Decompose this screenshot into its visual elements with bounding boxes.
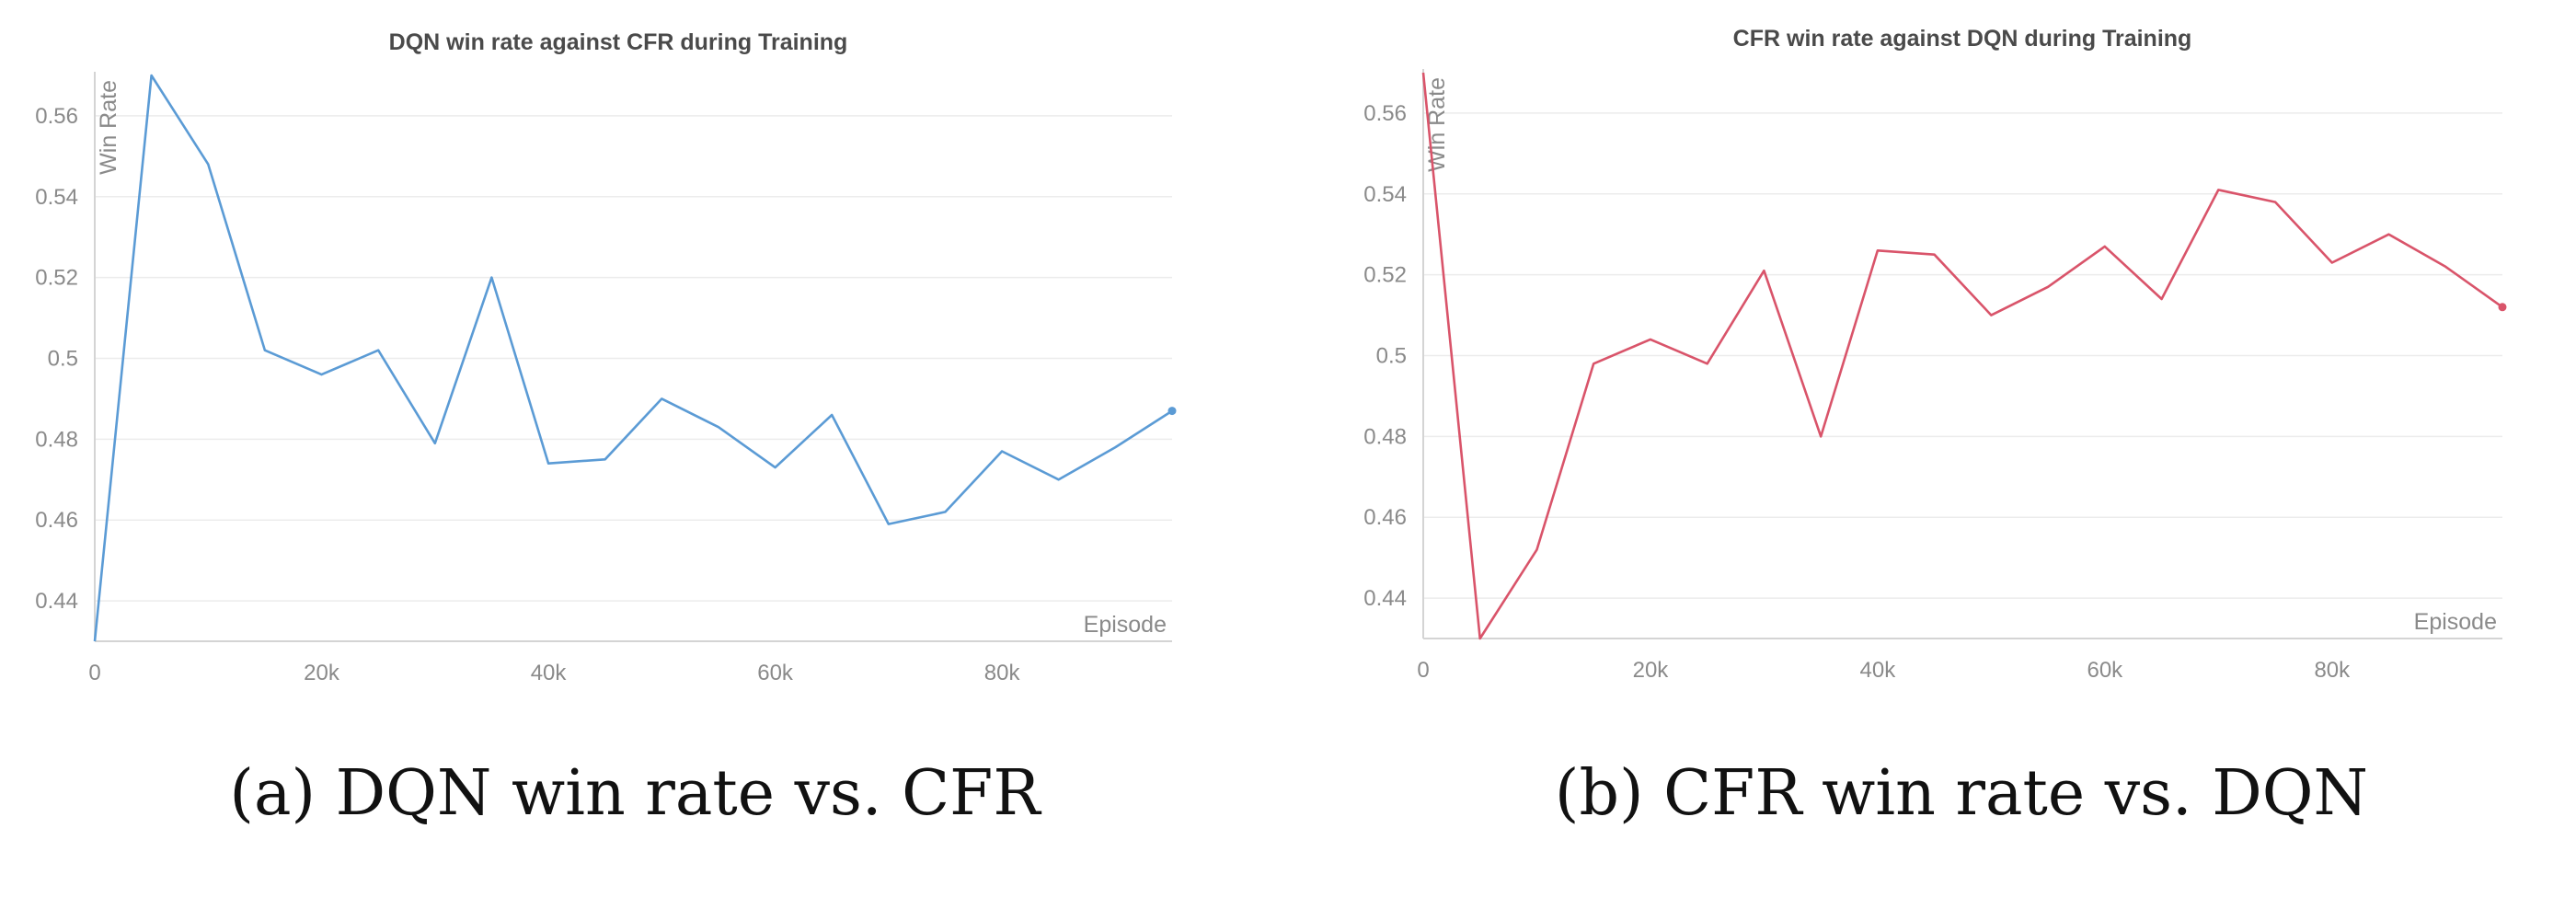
x-tick-label: 60k (757, 661, 794, 685)
y-tick-label: 0.46 (1363, 505, 1407, 530)
y-tick-label: 0.52 (1363, 263, 1407, 288)
series-line (1421, 72, 2503, 640)
x-tick-label: 40k (1860, 658, 1897, 683)
series-end-point (2498, 303, 2507, 312)
x-tick-label: 0 (88, 661, 100, 685)
x-tick-label: 0 (1417, 658, 1429, 683)
chart-title: CFR win rate against DQN during Training (1733, 26, 2192, 52)
y-tick-label: 0.44 (1363, 586, 1407, 611)
x-tick-label: 20k (1633, 658, 1670, 683)
chart-title: DQN win rate against CFR during Training (389, 29, 848, 55)
y-tick-label: 0.46 (35, 508, 78, 533)
x-axis-label: Episode (2414, 609, 2497, 635)
series-line (93, 74, 1173, 642)
panel-caption: (a) DQN win rate vs. CFR (229, 757, 1041, 830)
x-tick-label: 80k (2314, 658, 2351, 683)
y-tick-label: 0.5 (1376, 344, 1407, 369)
x-tick-label: 80k (984, 661, 1021, 685)
y-tick-label: 0.56 (1363, 101, 1407, 126)
plot-area: 0.44 0.46 0.48 0.5 0.52 0.54 0.56 0 20k 40k 60k 80k (1363, 69, 2502, 683)
chart-panel-b: 0.44 0.46 0.48 0.5 0.52 0.54 0.56 0 20k 40k 60k 80k… (1363, 26, 2507, 830)
x-tick-label: 20k (304, 661, 340, 685)
x-axis-label: Episode (1084, 612, 1167, 638)
y-axis-label: Win Rate (96, 80, 121, 175)
y-tick-label: 0.48 (35, 427, 78, 452)
x-tick-label: 60k (2087, 658, 2123, 683)
y-tick-label: 0.5 (48, 347, 78, 372)
panel-caption: (b) CFR win rate vs. DQN (1555, 757, 2368, 830)
chart-panel-a: 0.44 0.46 0.48 0.5 0.52 0.54 0.56 0 20k 40k 60k 80k… (35, 29, 1177, 830)
plot-area: 0.44 0.46 0.48 0.5 0.52 0.54 0.56 0 20k 40k 60k 80k (35, 72, 1172, 685)
x-tick-label: 40k (531, 661, 568, 685)
y-tick-label: 0.54 (35, 185, 78, 210)
y-tick-label: 0.48 (1363, 424, 1407, 449)
series-end-point (1167, 407, 1177, 416)
y-tick-label: 0.44 (35, 589, 78, 614)
y-tick-label: 0.56 (35, 104, 78, 129)
y-tick-label: 0.52 (35, 266, 78, 291)
y-tick-label: 0.54 (1363, 182, 1407, 207)
